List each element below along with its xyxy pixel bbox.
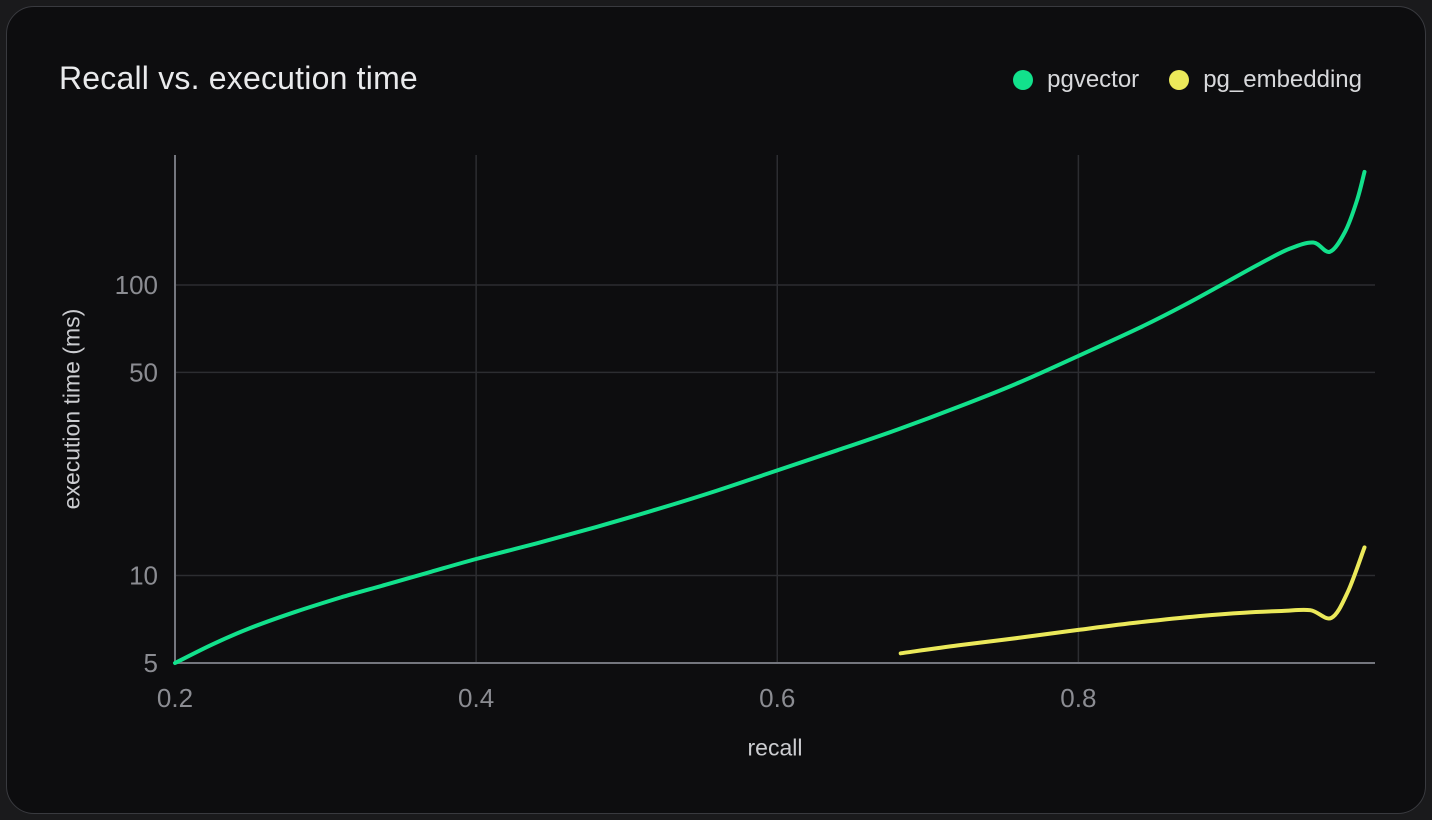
x-tick-label: 0.8 [1060,683,1096,713]
legend-item-pg_embedding[interactable]: pg_embedding [1169,66,1362,94]
legend-item-pgvector[interactable]: pgvector [1013,66,1139,94]
y-tick-label: 100 [115,270,158,300]
legend-swatch-pg_embedding [1169,70,1190,90]
y-axis-label: execution time (ms) [58,308,85,510]
x-tick-label: 0.2 [157,683,193,713]
chart-card [6,6,1426,814]
y-tick-label: 10 [129,561,158,591]
x-tick-label: 0.6 [759,683,795,713]
y-tick-label: 5 [144,648,158,678]
legend-label: pgvector [1047,66,1140,93]
x-tick-label: 0.4 [458,683,494,713]
y-tick-label: 50 [129,357,158,387]
x-axis-label: recall [747,734,803,761]
page-title: Recall vs. execution time [59,60,418,96]
series-line-pg_embedding [898,545,1367,656]
legend: pgvector pg_embedding [1013,66,1362,94]
series-line-pgvector [173,169,1367,665]
legend-label: pg_embedding [1203,66,1362,93]
legend-swatch-pgvector [1013,70,1034,90]
